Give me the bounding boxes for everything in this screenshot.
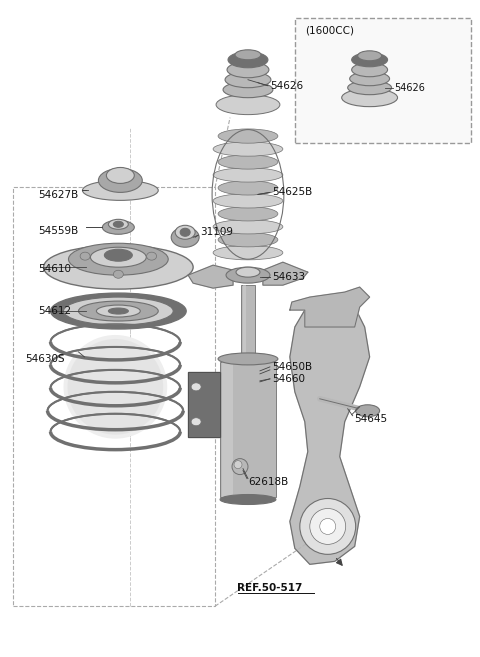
- Ellipse shape: [108, 308, 128, 314]
- Ellipse shape: [102, 220, 134, 235]
- Ellipse shape: [226, 267, 270, 283]
- Polygon shape: [263, 262, 308, 285]
- Text: 54630S: 54630S: [25, 354, 65, 364]
- Ellipse shape: [63, 297, 173, 325]
- Ellipse shape: [83, 181, 158, 200]
- Ellipse shape: [78, 301, 158, 321]
- Ellipse shape: [175, 225, 195, 239]
- Ellipse shape: [320, 518, 336, 534]
- Text: 62618B: 62618B: [248, 476, 288, 487]
- Ellipse shape: [218, 207, 278, 221]
- Text: REF.50-517: REF.50-517: [237, 583, 302, 593]
- Ellipse shape: [80, 252, 90, 260]
- Ellipse shape: [213, 194, 283, 208]
- Ellipse shape: [348, 81, 392, 95]
- Ellipse shape: [236, 267, 260, 277]
- Ellipse shape: [218, 353, 278, 365]
- Ellipse shape: [108, 219, 128, 229]
- Bar: [222, 362, 233, 497]
- Ellipse shape: [107, 168, 134, 183]
- Ellipse shape: [218, 155, 278, 169]
- Text: 54626: 54626: [270, 81, 303, 91]
- Ellipse shape: [44, 245, 193, 289]
- Text: 54650B: 54650B: [272, 362, 312, 372]
- Text: 54610: 54610: [38, 264, 72, 274]
- Text: 54633: 54633: [272, 272, 305, 282]
- Bar: [220, 362, 276, 497]
- Text: 54612: 54612: [38, 306, 72, 316]
- Ellipse shape: [213, 168, 283, 182]
- Ellipse shape: [213, 219, 283, 234]
- Ellipse shape: [63, 335, 167, 439]
- Ellipse shape: [356, 405, 380, 417]
- Ellipse shape: [218, 181, 278, 195]
- Ellipse shape: [69, 243, 168, 275]
- Ellipse shape: [104, 249, 132, 261]
- Text: 54626: 54626: [395, 83, 425, 93]
- Ellipse shape: [96, 305, 140, 317]
- FancyBboxPatch shape: [295, 18, 471, 143]
- Ellipse shape: [213, 142, 283, 156]
- Ellipse shape: [300, 499, 356, 555]
- Ellipse shape: [225, 72, 271, 87]
- Text: 54625B: 54625B: [272, 187, 312, 197]
- Polygon shape: [188, 372, 220, 437]
- Ellipse shape: [213, 246, 283, 260]
- Ellipse shape: [218, 233, 278, 247]
- Ellipse shape: [227, 62, 269, 78]
- Text: 54559B: 54559B: [38, 226, 79, 237]
- Ellipse shape: [342, 89, 397, 106]
- Ellipse shape: [235, 50, 261, 60]
- Ellipse shape: [358, 51, 382, 61]
- Polygon shape: [290, 287, 370, 327]
- Ellipse shape: [223, 81, 273, 98]
- Ellipse shape: [216, 95, 280, 114]
- Ellipse shape: [68, 339, 163, 435]
- Ellipse shape: [180, 228, 190, 237]
- Ellipse shape: [50, 293, 186, 329]
- Ellipse shape: [234, 461, 242, 468]
- Ellipse shape: [113, 221, 123, 227]
- Ellipse shape: [171, 227, 199, 247]
- Ellipse shape: [218, 129, 278, 143]
- Ellipse shape: [350, 72, 390, 85]
- Text: 31109: 31109: [200, 227, 233, 237]
- Text: 54660: 54660: [272, 374, 305, 384]
- Ellipse shape: [98, 168, 142, 193]
- Ellipse shape: [146, 252, 156, 260]
- Text: 54627B: 54627B: [38, 191, 79, 200]
- Polygon shape: [188, 265, 233, 288]
- Ellipse shape: [228, 52, 268, 68]
- Ellipse shape: [220, 495, 276, 505]
- Text: (1600CC): (1600CC): [305, 26, 354, 36]
- Ellipse shape: [352, 53, 387, 67]
- Ellipse shape: [113, 270, 123, 279]
- Ellipse shape: [191, 418, 201, 426]
- Bar: [241, 285, 255, 362]
- Ellipse shape: [191, 383, 201, 391]
- Ellipse shape: [232, 459, 248, 474]
- Ellipse shape: [90, 247, 146, 267]
- Text: 54645: 54645: [355, 414, 388, 424]
- Bar: [243, 285, 246, 362]
- Ellipse shape: [310, 509, 346, 545]
- Ellipse shape: [352, 63, 387, 77]
- Polygon shape: [290, 302, 370, 564]
